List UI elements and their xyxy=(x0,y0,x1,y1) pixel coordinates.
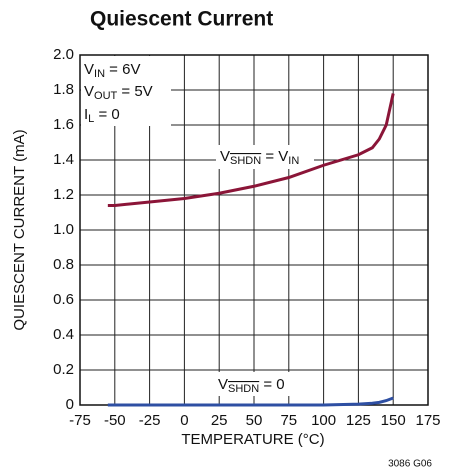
y-tick-label: 0.4 xyxy=(53,326,74,343)
y-tick-label: 1.8 xyxy=(53,81,74,98)
annotation-part: V xyxy=(84,61,94,78)
annotation-part: I xyxy=(84,106,88,123)
x-tick-label: -50 xyxy=(104,412,126,429)
x-tick-label: 50 xyxy=(246,412,263,429)
annotation-part: = V xyxy=(261,148,288,165)
annotation-part: V xyxy=(218,376,228,393)
y-tick-label: 0.2 xyxy=(53,361,74,378)
x-tick-label: 75 xyxy=(280,412,297,429)
annotation-part: IN xyxy=(94,68,105,80)
label-box xyxy=(214,372,296,396)
x-axis-label: TEMPERATURE (°C) xyxy=(181,431,324,448)
x-tick-label: 175 xyxy=(415,412,440,429)
y-tick-label: 1.4 xyxy=(53,151,74,168)
data-line xyxy=(107,93,395,207)
annotation-part: = 0 xyxy=(94,106,119,123)
y-axis-label: QUIESCENT CURRENT (mA) xyxy=(11,129,28,330)
annotation-part: = 0 xyxy=(259,376,284,393)
x-tick-label: 0 xyxy=(180,412,188,429)
annotation-part: = 5V xyxy=(117,83,152,100)
legend-box xyxy=(81,56,171,126)
data-line xyxy=(107,396,394,407)
annotation-part: SHDN xyxy=(230,155,261,167)
x-tick-label: 25 xyxy=(211,412,228,429)
annotation: VSHDN = VIN xyxy=(220,148,299,167)
footnote: 3086 G06 xyxy=(388,459,432,470)
y-tick-label: 2.0 xyxy=(53,46,74,63)
y-tick-label: 0.8 xyxy=(53,256,74,273)
x-tick-label: 100 xyxy=(311,412,336,429)
annotation-part: = 6V xyxy=(105,61,140,78)
chart-title: Quiescent Current xyxy=(90,8,273,31)
label-box xyxy=(216,145,314,169)
annotation: VIN = 6V xyxy=(84,61,140,80)
annotation-part: IN xyxy=(288,155,299,167)
annotation: VSHDN = 0 xyxy=(218,376,285,395)
annotation: VOUT = 5V xyxy=(84,83,153,102)
x-tick-label: 125 xyxy=(346,412,371,429)
annotation-part: L xyxy=(88,113,94,125)
y-tick-label: 0 xyxy=(66,396,74,413)
x-tick-label: -25 xyxy=(139,412,161,429)
annotation-part: OUT xyxy=(94,90,118,102)
annotation-part: SHDN xyxy=(228,383,259,395)
y-tick-label: 1.6 xyxy=(53,116,74,133)
x-tick-label: -75 xyxy=(69,412,91,429)
annotation-part: V xyxy=(220,148,230,165)
annotation-part: V xyxy=(84,83,94,100)
annotation: IL = 0 xyxy=(84,106,120,125)
y-tick-label: 1.0 xyxy=(53,221,74,238)
x-tick-label: 150 xyxy=(381,412,406,429)
y-tick-label: 0.6 xyxy=(53,291,74,308)
y-tick-label: 1.2 xyxy=(53,186,74,203)
